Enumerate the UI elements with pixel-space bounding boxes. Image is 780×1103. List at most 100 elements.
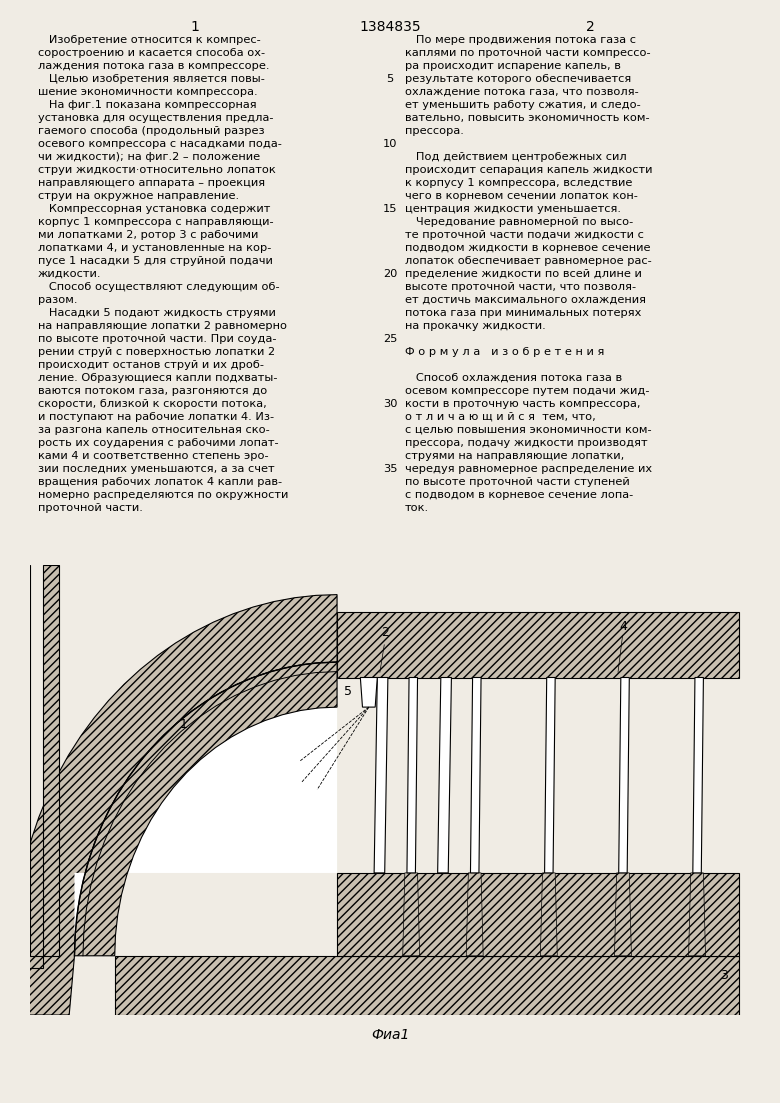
Polygon shape (74, 662, 337, 956)
Text: прессора, подачу жидкости производят: прессора, подачу жидкости производят (405, 438, 647, 448)
Polygon shape (693, 677, 704, 872)
Polygon shape (689, 872, 706, 956)
Text: центрация жидкости уменьшается.: центрация жидкости уменьшается. (405, 204, 621, 214)
Text: струи на окружное направление.: струи на окружное направление. (38, 191, 239, 201)
Text: ление. Образующиеся капли подхваты-: ление. Образующиеся капли подхваты- (38, 373, 278, 383)
Text: пусе 1 насадки 5 для струйной подачи: пусе 1 насадки 5 для струйной подачи (38, 256, 273, 266)
Text: номерно распределяются по окружности: номерно распределяются по окружности (38, 490, 289, 500)
Text: гаемого способа (продольный разрез: гаемого способа (продольный разрез (38, 126, 264, 136)
Text: Изобретение относится к компрес-: Изобретение относится к компрес- (38, 35, 261, 45)
Text: за разгона капель относительная ско-: за разгона капель относительная ско- (38, 425, 270, 435)
Text: установка для осуществления предла-: установка для осуществления предла- (38, 113, 274, 124)
Text: Способ осуществляют следующим об-: Способ осуществляют следующим об- (38, 282, 279, 292)
Text: 1: 1 (179, 718, 187, 731)
Text: на прокачку жидкости.: на прокачку жидкости. (405, 321, 546, 331)
Text: вательно, повысить экономичность ком-: вательно, повысить экономичность ком- (405, 113, 650, 124)
Polygon shape (615, 872, 632, 956)
Text: скорости, близкой к скорости потока,: скорости, близкой к скорости потока, (38, 399, 267, 409)
Text: те проточной части подачи жидкости с: те проточной части подачи жидкости с (405, 231, 644, 240)
Text: ваются потоком газа, разгоняются до: ваются потоком газа, разгоняются до (38, 386, 268, 396)
Text: происходит останов струй и их дроб-: происходит останов струй и их дроб- (38, 360, 264, 370)
Text: Компрессорная установка содержит: Компрессорная установка содержит (38, 204, 271, 214)
Text: корпус 1 компрессора с направляющи-: корпус 1 компрессора с направляющи- (38, 217, 274, 227)
Text: 3: 3 (720, 970, 728, 983)
Text: ми лопатками 2, ротор 3 с рабочими: ми лопатками 2, ротор 3 с рабочими (38, 231, 258, 240)
Text: результате которого обеспечивается: результате которого обеспечивается (405, 74, 631, 84)
Polygon shape (466, 872, 483, 956)
Text: прессора.: прессора. (405, 126, 464, 136)
Text: Чередование равномерной по высо-: Чередование равномерной по высо- (405, 217, 633, 227)
Text: направляющего аппарата – проекция: направляющего аппарата – проекция (38, 178, 265, 188)
Text: жидкости.: жидкости. (38, 269, 101, 279)
Text: каплями по проточной части компрессо-: каплями по проточной части компрессо- (405, 49, 651, 58)
Text: Ф о р м у л а   и з о б р е т е н и я: Ф о р м у л а и з о б р е т е н и я (405, 347, 604, 357)
Text: На фиг.1 показана компрессорная: На фиг.1 показана компрессорная (38, 100, 257, 110)
Text: о т л и ч а ю щ и й с я  тем, что,: о т л и ч а ю щ и й с я тем, что, (405, 413, 596, 422)
Text: рость их соударения с рабочими лопат-: рость их соударения с рабочими лопат- (38, 438, 278, 448)
Text: осевого компрессора с насадками пода-: осевого компрессора с насадками пода- (38, 139, 282, 149)
Polygon shape (470, 677, 481, 872)
Text: 25: 25 (383, 334, 397, 344)
Polygon shape (360, 677, 378, 707)
Polygon shape (541, 872, 557, 956)
Text: 1: 1 (190, 20, 200, 34)
Text: 5: 5 (344, 685, 352, 698)
Text: по высоте проточной части. При соуда-: по высоте проточной части. При соуда- (38, 334, 276, 344)
Text: кости в проточную часть компрессора,: кости в проточную часть компрессора, (405, 399, 640, 409)
Text: 20: 20 (383, 269, 397, 279)
Text: 4: 4 (619, 620, 627, 633)
Text: пределение жидкости по всей длине и: пределение жидкости по всей длине и (405, 269, 642, 279)
Text: с подводом в корневое сечение лопа-: с подводом в корневое сечение лопа- (405, 490, 633, 500)
Text: ра происходит испарение капель, в: ра происходит испарение капель, в (405, 61, 621, 71)
Text: разом.: разом. (38, 295, 77, 306)
Text: Под действием центробежных сил: Под действием центробежных сил (405, 152, 627, 162)
Polygon shape (12, 565, 58, 967)
Polygon shape (74, 662, 337, 956)
Text: к корпусу 1 компрессора, вследствие: к корпусу 1 компрессора, вследствие (405, 178, 633, 188)
Text: рении струй с поверхностью лопатки 2: рении струй с поверхностью лопатки 2 (38, 347, 275, 357)
Text: и поступают на рабочие лопатки 4. Из-: и поступают на рабочие лопатки 4. Из- (38, 413, 274, 422)
Polygon shape (337, 872, 739, 956)
Text: чего в корневом сечении лопаток кон-: чего в корневом сечении лопаток кон- (405, 191, 638, 201)
Text: подводом жидкости в корневое сечение: подводом жидкости в корневое сечение (405, 243, 651, 253)
Text: происходит сепарация капель жидкости: происходит сепарация капель жидкости (405, 165, 653, 175)
Text: ток.: ток. (405, 503, 429, 513)
Text: 5: 5 (386, 74, 394, 84)
Polygon shape (407, 677, 417, 872)
Text: струи жидкости·относительно лопаток: струи жидкости·относительно лопаток (38, 165, 276, 175)
Polygon shape (619, 677, 629, 872)
Text: Способ охлаждения потока газа в: Способ охлаждения потока газа в (405, 373, 622, 383)
Text: 10: 10 (383, 139, 397, 149)
Polygon shape (115, 956, 739, 1015)
Text: с целью повышения экономичности ком-: с целью повышения экономичности ком- (405, 425, 651, 435)
Text: проточной части.: проточной части. (38, 503, 143, 513)
Text: Насадки 5 подают жидкость струями: Насадки 5 подают жидкость струями (38, 308, 276, 318)
Text: струями на направляющие лопатки,: струями на направляющие лопатки, (405, 451, 624, 461)
Text: Целью изобретения является повы-: Целью изобретения является повы- (38, 74, 265, 84)
Text: По мере продвижения потока газа с: По мере продвижения потока газа с (405, 35, 636, 45)
Text: осевом компрессоре путем подачи жид-: осевом компрессоре путем подачи жид- (405, 386, 650, 396)
Text: зии последних уменьшаются, а за счет: зии последних уменьшаются, а за счет (38, 464, 275, 474)
Text: 2: 2 (586, 20, 594, 34)
Text: 30: 30 (383, 399, 397, 409)
Polygon shape (544, 677, 555, 872)
Text: потока газа при минимальных потерях: потока газа при минимальных потерях (405, 308, 641, 318)
Text: 1384835: 1384835 (359, 20, 421, 34)
Text: чи жидкости); на фиг.2 – положение: чи жидкости); на фиг.2 – положение (38, 152, 260, 162)
Text: 2: 2 (381, 627, 388, 639)
Text: ет достичь максимального охлаждения: ет достичь максимального охлаждения (405, 295, 646, 306)
Text: на направляющие лопатки 2 равномерно: на направляющие лопатки 2 равномерно (38, 321, 287, 331)
Text: лаждения потока газа в компрессоре.: лаждения потока газа в компрессоре. (38, 61, 270, 71)
Text: вращения рабочих лопаток 4 капли рав-: вращения рабочих лопаток 4 капли рав- (38, 476, 282, 488)
Polygon shape (438, 677, 452, 872)
Polygon shape (374, 677, 388, 872)
Text: 35: 35 (383, 464, 397, 474)
Polygon shape (74, 662, 337, 956)
Text: шение экономичности компрессора.: шение экономичности компрессора. (38, 87, 257, 97)
Text: 15: 15 (383, 204, 397, 214)
Text: по высоте проточной части ступеней: по высоте проточной части ступеней (405, 476, 629, 488)
Text: чередуя равномерное распределение их: чередуя равномерное распределение их (405, 464, 652, 474)
Text: ет уменьшить работу сжатия, и следо-: ет уменьшить работу сжатия, и следо- (405, 100, 640, 110)
Polygon shape (402, 872, 420, 956)
Text: высоте проточной части, что позволя-: высоте проточной части, что позволя- (405, 282, 636, 292)
